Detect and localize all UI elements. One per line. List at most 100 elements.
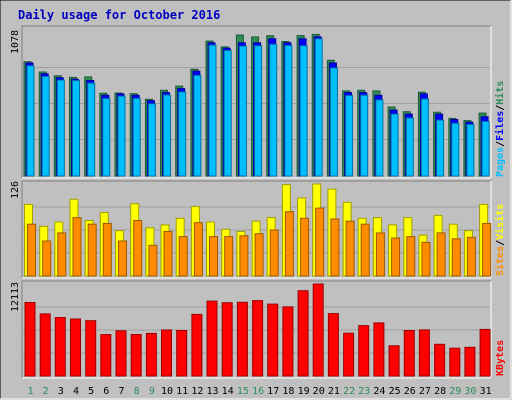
sites-bar-day-7: [118, 240, 127, 277]
kbytes-bar-day-18: [282, 306, 294, 377]
sites-bar-day-10: [163, 231, 173, 277]
kbytes-bar-day-6: [100, 334, 112, 377]
pages-bar-day-5: [87, 82, 96, 177]
day-label-5: 5: [88, 386, 94, 397]
day-label-24: 24: [373, 386, 385, 397]
pages-bar-day-19: [299, 45, 308, 177]
pages-bar-day-3: [56, 79, 65, 177]
sites-bar-day-29: [451, 238, 461, 277]
kbytes-bar-day-7: [115, 330, 127, 377]
sites-bar-day-12: [193, 222, 203, 277]
day-label-2: 2: [43, 386, 49, 397]
sites-bar-day-20: [315, 207, 325, 277]
day-label-4: 4: [73, 386, 79, 397]
kbytes-bar-day-29: [449, 347, 461, 377]
sites-bar-day-21: [330, 218, 340, 277]
day-label-11: 11: [176, 386, 188, 397]
day-label-10: 10: [161, 386, 173, 397]
day-label-14: 14: [222, 386, 234, 397]
pages-bar-day-29: [451, 122, 460, 177]
kbytes-bar-day-31: [479, 328, 491, 377]
day-label-26: 26: [404, 386, 416, 397]
day-label-16: 16: [252, 386, 264, 397]
day-label-9: 9: [149, 386, 155, 397]
pages-bar-day-6: [102, 98, 111, 177]
day-label-25: 25: [389, 386, 401, 397]
kbytes-bar-day-17: [267, 303, 279, 377]
sites-bar-day-23: [360, 223, 370, 277]
legend-sep-3: /: [495, 240, 506, 246]
sites-bar-day-2: [42, 240, 52, 277]
pages-bar-day-2: [41, 76, 50, 177]
sites-bar-day-4: [72, 217, 82, 277]
sites-bar-day-15: [239, 235, 249, 277]
sites-bar-day-8: [133, 220, 143, 277]
hits-files-pages-bars: [23, 33, 490, 177]
kbytes-bar-day-21: [327, 313, 339, 377]
pages-bar-day-21: [329, 67, 338, 177]
day-label-29: 29: [449, 386, 461, 397]
sites-bar-day-13: [209, 236, 218, 277]
kbytes-bar-day-8: [130, 334, 142, 377]
pages-bar-day-26: [405, 117, 414, 177]
sites-bar-day-31: [482, 222, 492, 277]
pages-bar-day-10: [163, 94, 171, 177]
legend-visits: Visits: [494, 204, 506, 240]
kbytes-bar-day-13: [206, 300, 218, 377]
day-label-22: 22: [343, 386, 355, 397]
legend-sep-1: /: [495, 141, 506, 147]
kbytes-bar-day-9: [145, 332, 157, 377]
pages-bar-day-20: [314, 38, 323, 177]
pages-bar-day-22: [345, 95, 354, 177]
pages-bar-day-28: [436, 119, 445, 177]
kbytes-bar-day-3: [54, 317, 66, 377]
visits-sites-bars: [23, 183, 492, 277]
day-label-28: 28: [434, 386, 446, 397]
day-label-20: 20: [313, 386, 325, 397]
max-label-visits: 126: [10, 181, 21, 199]
sites-bar-day-11: [178, 236, 188, 277]
pages-bar-day-30: [466, 124, 475, 177]
sites-bar-day-16: [254, 233, 264, 277]
legend-hits-files-pages: Pages/Files/Hits: [494, 81, 506, 177]
legend-files: Files: [494, 111, 506, 141]
kbytes-bar-day-20: [312, 283, 324, 377]
day-label-7: 7: [118, 386, 124, 397]
day-label-21: 21: [328, 386, 340, 397]
day-label-30: 30: [464, 386, 476, 397]
sites-bar-day-3: [57, 232, 67, 277]
sites-bar-day-28: [436, 232, 446, 277]
kbytes-bar-day-24: [373, 322, 385, 377]
kbytes-bar-day-30: [464, 346, 476, 377]
day-label-13: 13: [206, 386, 218, 397]
kbytes-bar-day-1: [24, 302, 36, 377]
kbytes-bar-day-12: [191, 313, 203, 377]
sites-bar-day-22: [345, 220, 355, 277]
legend-visits-sites: Sites/Visits: [494, 204, 506, 276]
sites-bar-day-14: [224, 236, 234, 277]
legend-kbytes: KBytes: [495, 340, 506, 376]
day-label-1: 1: [27, 386, 33, 397]
pages-bar-day-1: [26, 65, 35, 177]
sites-bar-day-24: [375, 232, 385, 277]
sites-bar-day-17: [269, 229, 279, 277]
day-label-3: 3: [58, 386, 64, 397]
pages-bar-day-31: [481, 120, 490, 177]
day-label-18: 18: [282, 386, 294, 397]
pages-bar-day-11: [178, 91, 187, 177]
day-label-31: 31: [480, 386, 492, 397]
day-label-17: 17: [267, 386, 279, 397]
day-label-8: 8: [134, 386, 140, 397]
pages-bar-day-9: [147, 103, 156, 177]
day-label-15: 15: [237, 386, 249, 397]
kbytes-bar-day-28: [434, 343, 446, 377]
day-label-19: 19: [298, 386, 310, 397]
pages-bar-day-25: [390, 113, 399, 177]
day-labels: 1 2 3 4 5 6 7 8 9 10 11 12 13 14 15 16 17 18 19 20 21 22 23 24 2…: [27, 386, 491, 397]
sites-bar-day-30: [466, 236, 476, 277]
sites-bar-day-9: [148, 244, 158, 277]
kbytes-bar-day-22: [343, 332, 355, 377]
chart-title: Daily usage for October 2016: [18, 8, 220, 22]
sites-bar-day-18: [284, 211, 294, 277]
